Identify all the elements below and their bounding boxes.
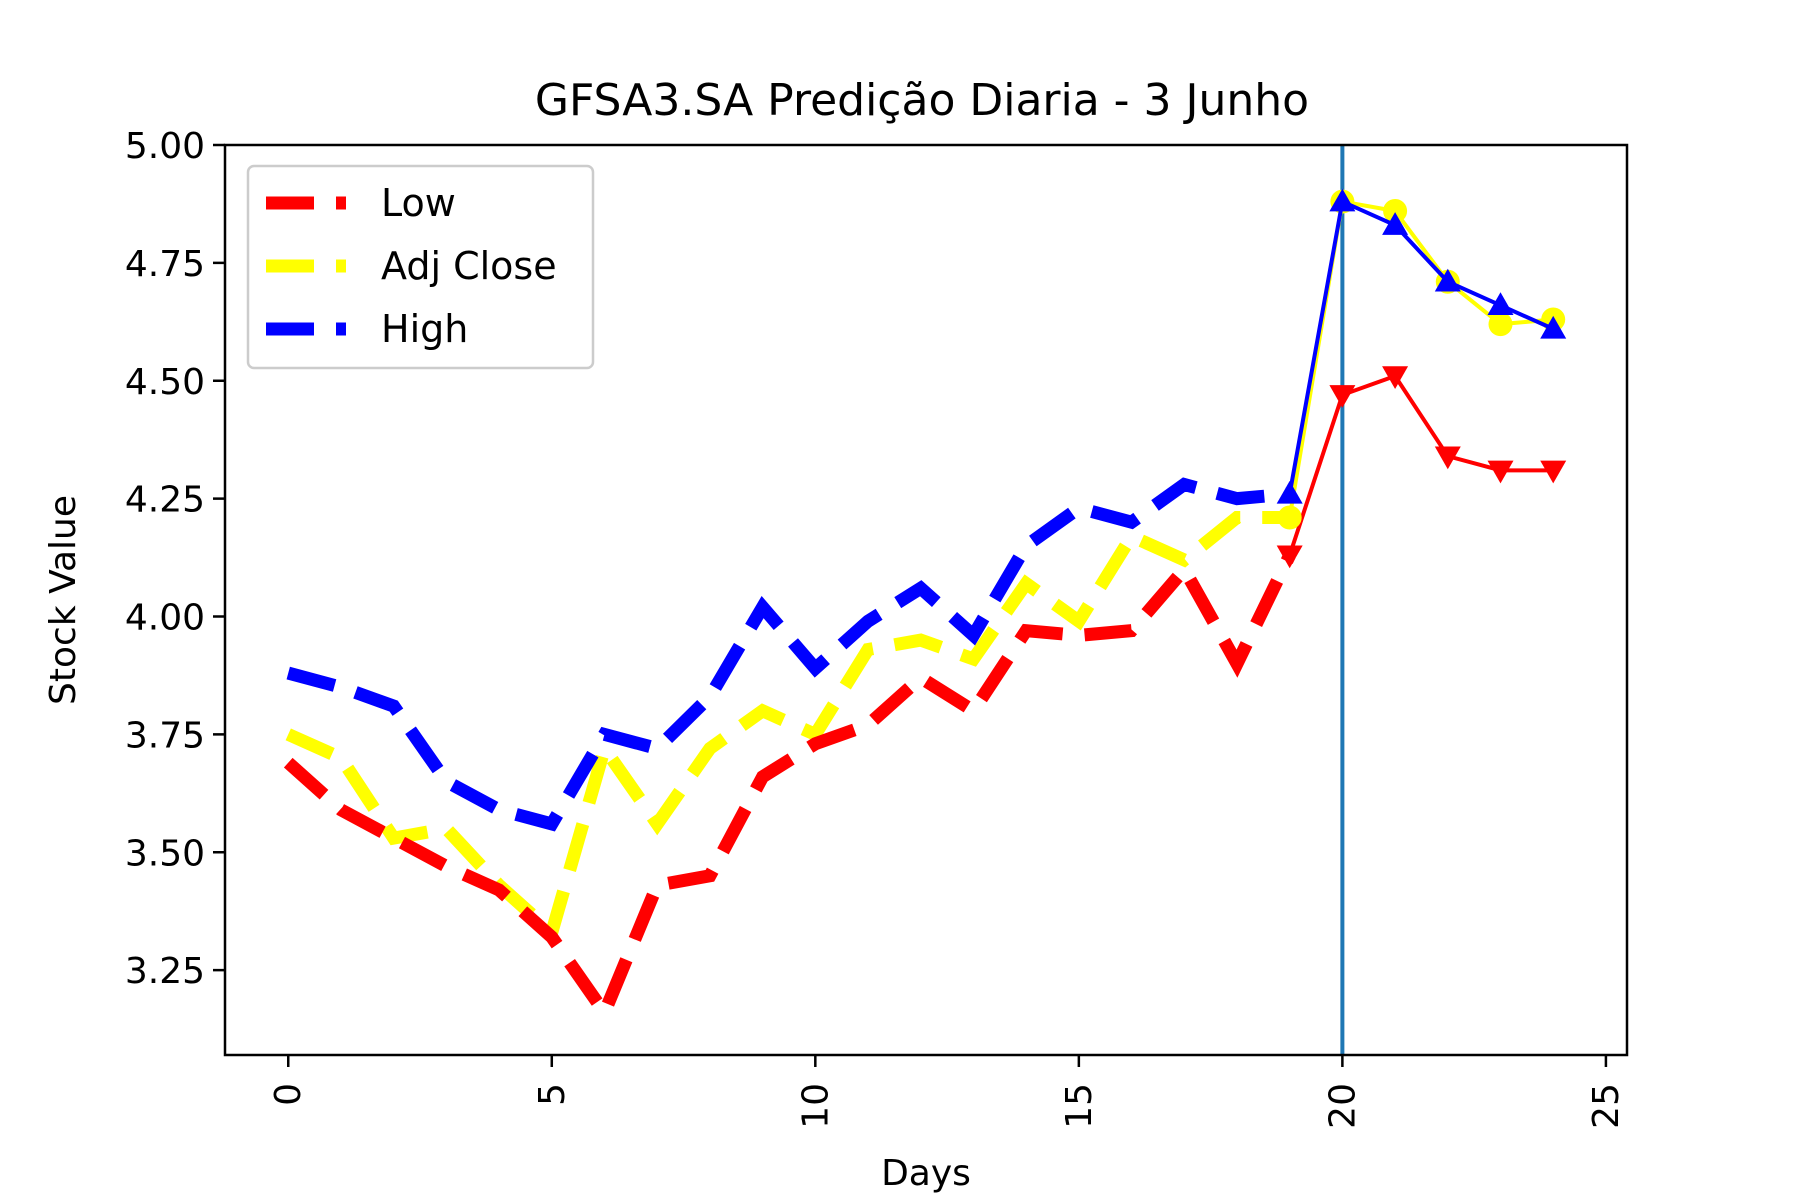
series-adj-close-point bbox=[1383, 199, 1408, 224]
plot-frame bbox=[223, 143, 1629, 1057]
series-adj-close-point bbox=[1277, 505, 1302, 530]
series-low-point bbox=[1382, 366, 1409, 390]
series-high-historical-line bbox=[286, 477, 1291, 832]
series-adj-close-historical-line bbox=[285, 510, 1290, 945]
y-tick-label: 3.75 bbox=[125, 715, 205, 756]
series-high-point bbox=[1382, 212, 1409, 235]
legend-label-low: Low bbox=[381, 181, 456, 225]
legend-label-adj-close: Adj Close bbox=[381, 244, 557, 288]
x-tick-label: 25 bbox=[1586, 1083, 1627, 1129]
legend-box bbox=[246, 164, 595, 370]
x-axis-label: Days bbox=[881, 1153, 971, 1194]
x-tick-label: 5 bbox=[532, 1083, 573, 1106]
y-tick-label: 4.50 bbox=[125, 362, 205, 403]
series-low-point bbox=[1434, 446, 1461, 470]
plot-area bbox=[283, 145, 1567, 1055]
series-high-point bbox=[1540, 315, 1567, 339]
y-tick-label: 4.75 bbox=[125, 244, 205, 285]
series-low-historical-line bbox=[283, 552, 1296, 1027]
y-tick-label: 4.00 bbox=[125, 598, 205, 639]
series-low-point bbox=[1329, 385, 1356, 408]
series-low-point bbox=[1540, 460, 1567, 484]
series-high-point bbox=[1329, 188, 1356, 212]
y-axis-label: Stock Value bbox=[43, 495, 84, 705]
series-adj-close-point bbox=[1488, 312, 1513, 337]
x-tick-label: 15 bbox=[1059, 1083, 1100, 1129]
series-low-point bbox=[1487, 460, 1514, 484]
legend-label-high: High bbox=[381, 307, 468, 351]
series-high-point bbox=[1487, 292, 1514, 316]
x-tick-label: 10 bbox=[795, 1083, 836, 1129]
legend: Low Adj Close High bbox=[246, 164, 595, 370]
y-tick-label: 3.50 bbox=[125, 833, 205, 874]
y-tick-label: 4.25 bbox=[125, 480, 205, 521]
x-tick-label: 20 bbox=[1322, 1083, 1363, 1129]
chart-title: GFSA3.SA Predição Diaria - 3 Junho bbox=[535, 75, 1309, 126]
x-tick-label: 0 bbox=[268, 1083, 309, 1106]
series-high-point bbox=[1434, 268, 1461, 292]
y-tick-label: 5.00 bbox=[125, 126, 205, 167]
y-tick-label: 3.25 bbox=[125, 951, 205, 992]
series-high-point bbox=[1276, 480, 1303, 504]
series-low-point bbox=[1276, 545, 1303, 569]
series-low-predicted-line bbox=[1287, 373, 1554, 556]
